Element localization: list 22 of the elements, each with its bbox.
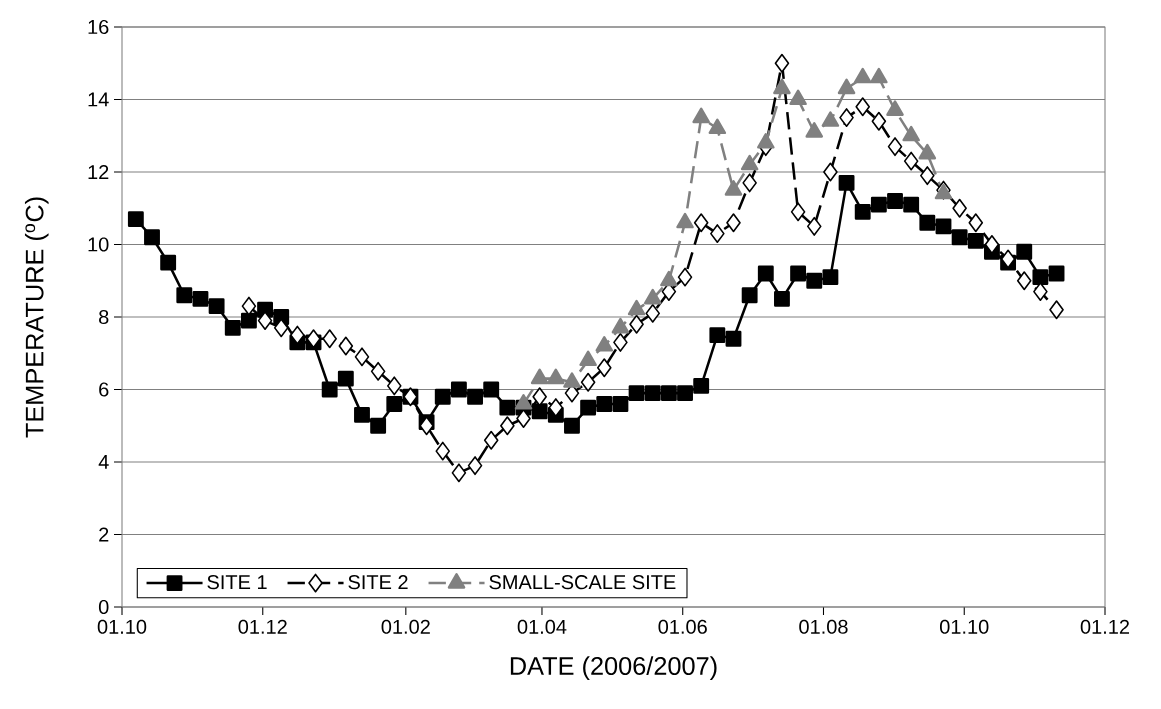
y-tick-label: 12 bbox=[88, 165, 109, 179]
y-tick-label: 14 bbox=[88, 92, 109, 107]
legend-label: SITE 2 bbox=[348, 575, 408, 590]
y-tick-label: 0 bbox=[98, 599, 109, 615]
y-tick-label: 16 bbox=[88, 19, 109, 35]
x-tick-label: 01.12 bbox=[238, 619, 287, 634]
y-axis-title: TEMPERATURE ($^{o}$C) bbox=[24, 197, 49, 438]
legend-label: SITE 1 bbox=[207, 575, 267, 590]
x-axis-title: DATE (2006/2007) bbox=[510, 656, 717, 680]
y-tick-label: 8 bbox=[99, 309, 109, 325]
x-tick-label: 01.10 bbox=[939, 619, 989, 634]
x-tick-label: 01.04 bbox=[517, 619, 567, 634]
y-tick-label: 10 bbox=[88, 237, 109, 252]
x-tick-label: 01.02 bbox=[381, 619, 430, 634]
y-tick-label: 4 bbox=[98, 455, 109, 469]
legend-label: SMALL-SCALE SITE bbox=[489, 575, 676, 590]
x-tick-label: 01.10 bbox=[97, 619, 147, 634]
x-tick-label: 01.12 bbox=[1080, 619, 1130, 634]
y-tick-label: 2 bbox=[99, 527, 109, 542]
x-tick-label: 01.08 bbox=[799, 619, 848, 634]
x-tick-label: 01.06 bbox=[658, 619, 707, 634]
y-tick-label: 6 bbox=[99, 382, 109, 397]
